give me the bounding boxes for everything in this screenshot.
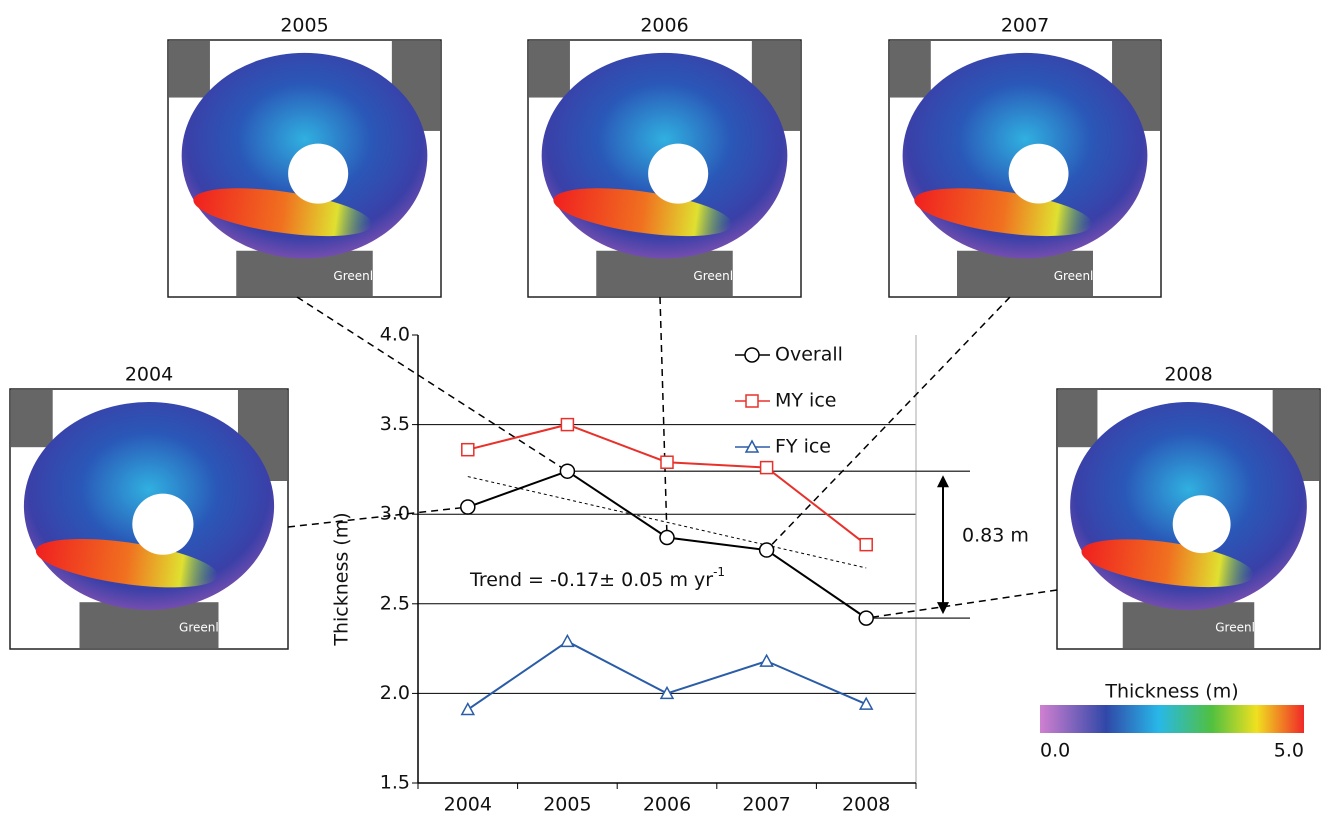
colorbar-tick-label: 5.0 — [1274, 740, 1304, 762]
marker — [659, 685, 675, 700]
legend-label: Overall — [775, 344, 843, 366]
marker — [560, 417, 575, 432]
leader-line — [866, 589, 1058, 619]
marker — [460, 701, 476, 716]
difference-label: 0.83 m — [962, 525, 1029, 547]
legend-label: MY ice — [775, 390, 836, 412]
y-tick-label: 2.0 — [380, 682, 410, 704]
x-tick-label: 2008 — [842, 794, 890, 816]
marker — [858, 696, 874, 710]
leader-line — [296, 296, 568, 472]
marker — [859, 537, 873, 552]
legend-marker — [744, 347, 760, 363]
map-title: 2008 — [1164, 364, 1212, 386]
map: Greenland 2004 — [9, 364, 289, 650]
leader-line — [766, 296, 1011, 551]
land — [529, 41, 570, 98]
marker — [559, 463, 576, 479]
y-tick-label: 2.5 — [380, 592, 410, 614]
pole-hole — [1172, 495, 1231, 554]
marker — [759, 460, 774, 475]
map-label: Greenland — [1054, 269, 1116, 283]
map-title: 2007 — [1001, 15, 1049, 37]
series-line — [467, 640, 867, 711]
series — [460, 463, 874, 626]
y-tick-label: 3.0 — [380, 503, 410, 525]
map: Greenland 2008 — [1056, 364, 1321, 650]
map-title: 2005 — [280, 15, 328, 37]
legend-marker — [745, 394, 759, 408]
colorbar — [1040, 705, 1304, 733]
land — [11, 390, 53, 448]
colorbar-tick-label: 0.0 — [1040, 740, 1070, 762]
marker — [659, 529, 675, 546]
pole-hole — [1008, 143, 1069, 204]
map: Greenland 2007 — [888, 15, 1162, 298]
x-tick-label: 2006 — [643, 794, 691, 816]
marker — [560, 633, 575, 648]
legend-marker — [744, 439, 760, 453]
series — [460, 633, 874, 716]
land — [1058, 390, 1098, 448]
marker — [460, 499, 476, 515]
trend-superscript: -1 — [713, 565, 725, 579]
marker — [758, 542, 775, 558]
trend-text: Trend = -0.17± 0.05 m yr — [469, 569, 713, 591]
map-title: 2006 — [640, 15, 688, 37]
map-title: 2004 — [125, 364, 173, 386]
marker — [660, 455, 674, 469]
marker — [858, 610, 874, 626]
y-tick-label: 4.0 — [380, 324, 410, 346]
arrow-head — [937, 602, 949, 615]
trend-line — [467, 476, 867, 569]
x-tick-label: 2004 — [444, 794, 492, 816]
leader-line — [287, 506, 468, 528]
y-tick-label: 1.5 — [380, 772, 410, 794]
marker — [461, 442, 475, 457]
map-label: Greenland — [693, 269, 755, 283]
map-label: Greenland — [1215, 621, 1277, 635]
x-tick-label: 2007 — [742, 794, 790, 816]
maps: Greenland2004Greenland2005Greenland2006G… — [9, 15, 1321, 650]
map-label: Greenland — [179, 621, 241, 635]
y-axis-label: Thickness (m) — [331, 512, 353, 646]
x-tick-label: 2005 — [543, 794, 591, 816]
marker — [759, 653, 774, 667]
chart: 1.5 2.0 2.5 3.0 3.5 4.0 2004 2005 2006 2007 2008 Th… — [287, 296, 1304, 816]
colorbar-title: Thickness (m) — [1104, 681, 1238, 703]
pole-hole — [648, 143, 709, 204]
map: Greenland 2005 — [167, 15, 442, 298]
pole-hole — [132, 493, 194, 555]
leader-line — [659, 296, 668, 538]
land — [169, 41, 210, 98]
series — [461, 417, 873, 552]
map-label: Greenland — [333, 269, 395, 283]
y-tick-label: 3.5 — [380, 413, 410, 435]
trend-label: Trend = -0.17± 0.05 m yr-1 — [469, 565, 725, 591]
land — [890, 41, 931, 98]
pole-hole — [288, 143, 349, 204]
arrow-head — [937, 475, 949, 488]
map: Greenland 2006 — [527, 15, 802, 298]
legend-label: FY ice — [775, 436, 831, 458]
